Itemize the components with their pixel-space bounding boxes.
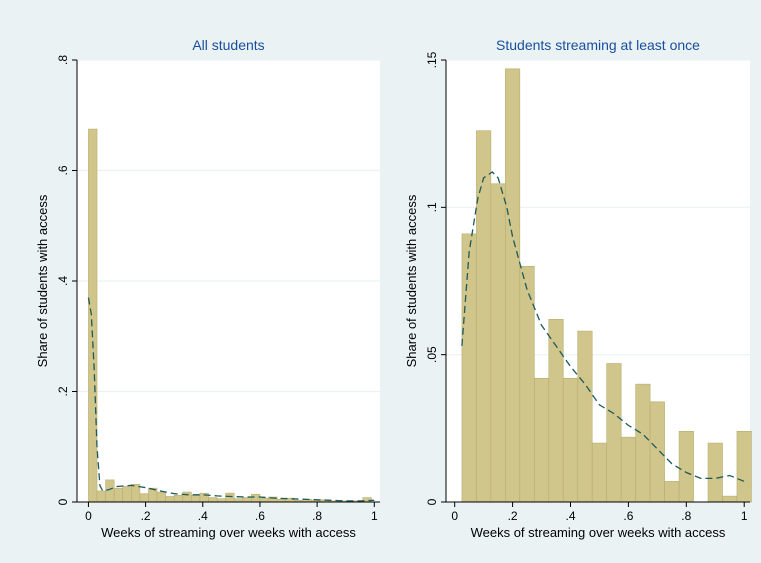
- panel-title: All students: [192, 37, 264, 53]
- histogram-bar: [225, 492, 235, 503]
- x-tick-label: 0: [451, 509, 458, 523]
- y-tick-label: .05: [425, 346, 439, 363]
- histogram-bar: [122, 486, 132, 503]
- density-curve: [461, 171, 745, 483]
- histogram-bar: [105, 479, 115, 503]
- histogram-bar: [649, 401, 665, 503]
- y-tick-label: .4: [56, 276, 70, 286]
- histogram-bar: [259, 497, 269, 503]
- x-tick-label: .2: [508, 509, 518, 523]
- x-tick-label: .6: [623, 509, 633, 523]
- histogram-bar: [461, 233, 477, 503]
- y-axis-title: Share of students with access: [35, 194, 50, 367]
- y-axis-title: Share of students with access: [404, 194, 419, 367]
- histogram-bar: [88, 128, 98, 503]
- histogram-bar: [251, 493, 261, 503]
- x-tick-label: .8: [312, 509, 322, 523]
- x-tick-label: 1: [741, 509, 748, 523]
- histogram-bar: [664, 481, 680, 503]
- histogram-bar: [113, 487, 124, 503]
- x-tick-label: .6: [255, 509, 265, 523]
- histogram-bar: [577, 330, 593, 503]
- histogram-bar: [242, 497, 252, 503]
- histogram-bar: [191, 495, 201, 503]
- histogram-bar: [678, 430, 694, 503]
- histogram-bar: [208, 497, 218, 503]
- panel-title: Students streaming at least once: [496, 37, 700, 53]
- y-tick-label: 0: [425, 498, 439, 505]
- y-tick-label: .1: [425, 202, 439, 212]
- histogram-bar: [476, 130, 492, 503]
- histogram-bar: [591, 442, 607, 503]
- histogram-bar: [635, 383, 651, 503]
- y-tick-label: 0: [56, 498, 70, 505]
- y-tick-label: .2: [56, 386, 70, 396]
- histogram-bar: [173, 495, 184, 503]
- y-tick-label: .6: [56, 165, 70, 175]
- histogram-bar: [707, 442, 723, 503]
- histogram-bar: [182, 491, 192, 503]
- x-tick-label: .4: [198, 509, 208, 523]
- x-tick-label: .4: [565, 509, 575, 523]
- x-axis-title: Weeks of streaming over weeks with acces…: [471, 525, 726, 540]
- x-tick-label: 1: [371, 509, 378, 523]
- histogram-bar: [519, 265, 535, 503]
- histogram-bar: [165, 496, 175, 503]
- x-tick-label: .8: [681, 509, 691, 523]
- x-tick-label: .2: [141, 509, 151, 523]
- panel-all-students: 0 .2 .4 .6 .8 1 0 .2 .4 .6 .8 All students Share of …: [35, 37, 380, 540]
- panel-streaming-at-least-once: 0 .2 .4 .6 .8 1 0 .05 .1 .15 Students streaming at…: [404, 37, 752, 540]
- histogram-bar: [490, 183, 506, 503]
- histogram-bar: [156, 491, 166, 503]
- histogram-bar: [620, 436, 636, 503]
- histogram-bar: [736, 430, 752, 503]
- y-tick-label: .15: [425, 51, 439, 68]
- histogram-bar: [96, 490, 106, 503]
- density-curve: [87, 297, 375, 502]
- y-tick-label: .8: [56, 55, 70, 65]
- histogram-bar: [505, 68, 521, 503]
- x-axis-title: Weeks of streaming over weeks with acces…: [101, 525, 356, 540]
- histogram-bar: [562, 377, 579, 503]
- histogram-bar: [606, 363, 622, 503]
- histogram-bar: [722, 495, 738, 503]
- histogram-bar: [139, 493, 149, 503]
- histogram-bar: [534, 377, 550, 503]
- x-tick-label: 0: [85, 509, 92, 523]
